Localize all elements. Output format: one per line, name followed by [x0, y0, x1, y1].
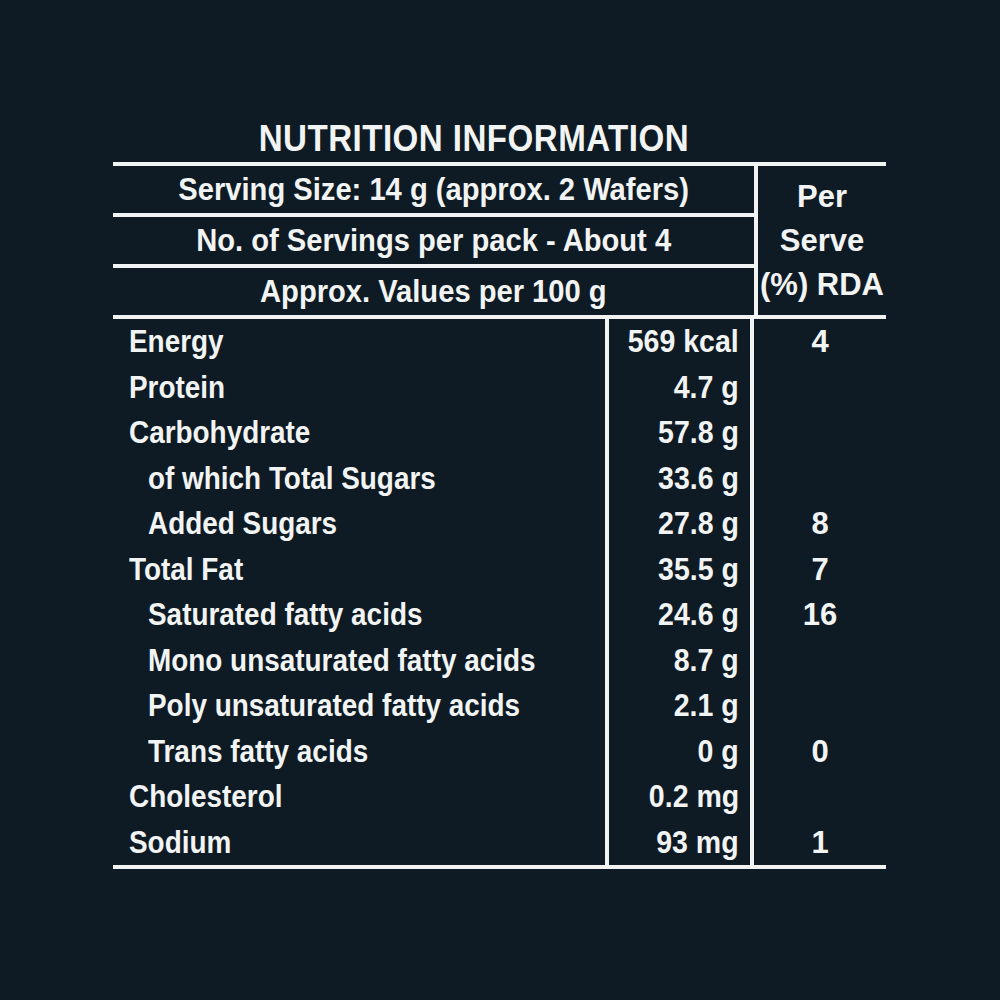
nutrient-value: 24.6 g — [605, 592, 754, 638]
table-row-total-sugars: of which Total Sugars 33.6 g — [113, 456, 886, 502]
servings-per-pack-text: No. of Servings per pack - About 4 — [196, 217, 671, 264]
nutrient-label: Added Sugars — [113, 501, 605, 547]
table-row-mono-unsaturated-fatty-acids: Mono unsaturated fatty acids 8.7 g — [113, 638, 886, 684]
table-header-left: Serving Size: 14 g (approx. 2 Wafers) No… — [113, 166, 754, 315]
nutrient-rda — [754, 638, 886, 684]
nutrient-rda — [754, 683, 886, 729]
nutrient-rda — [754, 774, 886, 820]
nutrient-rda: 0 — [754, 729, 886, 775]
table-row-protein: Protein 4.7 g — [113, 365, 886, 411]
nutrient-rda: 16 — [754, 592, 886, 638]
nutrient-label: of which Total Sugars — [113, 456, 605, 502]
nutrient-rda — [754, 410, 886, 456]
table-body-section: Energy 569 kcal 4 Protein 4.7 g Carbohyd… — [113, 319, 886, 869]
rda-header-line-1: Per — [797, 175, 847, 219]
table-row-trans-fatty-acids: Trans fatty acids 0 g 0 — [113, 729, 886, 775]
nutrient-value: 0.2 mg — [605, 774, 754, 820]
table-row-cholesterol: Cholesterol 0.2 mg — [113, 774, 886, 820]
nutrient-value: 2.1 g — [605, 683, 754, 729]
table-row-poly-unsaturated-fatty-acids: Poly unsaturated fatty acids 2.1 g — [113, 683, 886, 729]
serving-size-row: Serving Size: 14 g (approx. 2 Wafers) — [113, 166, 754, 213]
table-row-added-sugars: Added Sugars 27.8 g 8 — [113, 501, 886, 547]
nutrient-rda: 7 — [754, 547, 886, 593]
serving-size-text: Serving Size: 14 g (approx. 2 Wafers) — [178, 166, 689, 213]
nutrient-value: 569 kcal — [605, 319, 754, 365]
nutrient-label: Sodium — [113, 820, 605, 866]
nutrient-label: Mono unsaturated fatty acids — [113, 638, 605, 684]
nutrient-rda — [754, 365, 886, 411]
nutrient-value: 93 mg — [605, 820, 754, 866]
nutrient-label: Energy — [113, 319, 605, 365]
nutrient-rda — [754, 456, 886, 502]
nutrient-rda: 8 — [754, 501, 886, 547]
nutrient-value: 57.8 g — [605, 410, 754, 456]
table-row-sodium: Sodium 93 mg 1 — [113, 820, 886, 866]
nutrient-value: 35.5 g — [605, 547, 754, 593]
nutrient-label: Carbohydrate — [113, 410, 605, 456]
table-row-carbohydrate: Carbohydrate 57.8 g — [113, 410, 886, 456]
table-row-total-fat: Total Fat 35.5 g 7 — [113, 547, 886, 593]
rda-column-header: Per Serve (%) RDA — [754, 166, 886, 315]
table-header-section: Serving Size: 14 g (approx. 2 Wafers) No… — [113, 166, 886, 319]
nutrient-rda: 4 — [754, 319, 886, 365]
panel-title-text: NUTRITION INFORMATION — [258, 116, 688, 162]
nutrient-label: Trans fatty acids — [113, 729, 605, 775]
nutrient-value: 4.7 g — [605, 365, 754, 411]
values-basis-row: Approx. Values per 100 g — [113, 264, 754, 315]
table-row-saturated-fatty-acids: Saturated fatty acids 24.6 g 16 — [113, 592, 886, 638]
nutrient-rda: 1 — [754, 820, 886, 866]
rda-header-line-3: (%) RDA — [760, 263, 884, 307]
nutrition-table: Serving Size: 14 g (approx. 2 Wafers) No… — [113, 162, 886, 869]
rda-header-line-2: Serve — [780, 219, 864, 263]
panel-title: NUTRITION INFORMATION — [113, 116, 886, 162]
nutrition-information-panel: NUTRITION INFORMATION Serving Size: 14 g… — [113, 116, 886, 869]
nutrient-value: 27.8 g — [605, 501, 754, 547]
nutrient-value: 0 g — [605, 729, 754, 775]
nutrient-label: Saturated fatty acids — [113, 592, 605, 638]
values-basis-text: Approx. Values per 100 g — [260, 268, 607, 315]
nutrient-value: 33.6 g — [605, 456, 754, 502]
table-row-energy: Energy 569 kcal 4 — [113, 319, 886, 365]
nutrient-label: Poly unsaturated fatty acids — [113, 683, 605, 729]
nutrient-label: Total Fat — [113, 547, 605, 593]
nutrient-value: 8.7 g — [605, 638, 754, 684]
servings-per-pack-row: No. of Servings per pack - About 4 — [113, 213, 754, 264]
nutrient-label: Protein — [113, 365, 605, 411]
nutrient-label: Cholesterol — [113, 774, 605, 820]
